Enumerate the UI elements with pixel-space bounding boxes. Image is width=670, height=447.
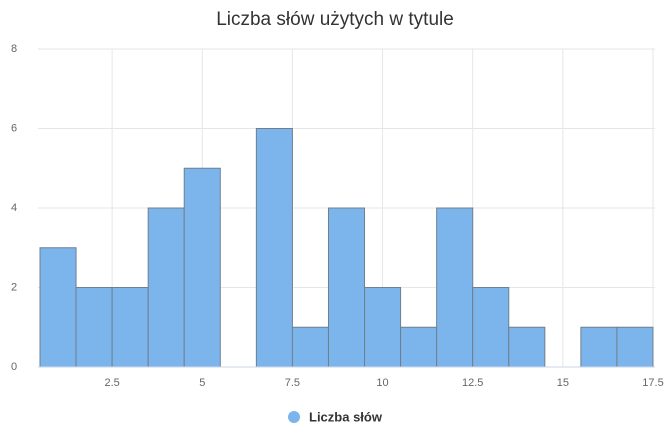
y-tick-label: 0 [11,361,17,373]
legend-label[interactable]: Liczba słów [309,409,383,424]
x-tick-label: 17.5 [642,377,663,389]
bar [75,287,113,368]
bar [255,128,293,368]
bar [291,326,329,368]
x-tick-label: 12.5 [462,377,483,389]
x-tick-label: 10 [376,377,388,389]
bar [436,207,474,368]
bar [327,207,366,368]
legend-marker[interactable] [288,411,300,423]
y-tick-label: 6 [11,122,17,134]
x-tick-label: 5 [199,377,205,389]
bar [183,167,221,368]
bar [616,326,654,368]
x-tick-label: 2.5 [104,377,119,389]
bar [111,287,149,368]
chart-title: Liczba słów użytych w tytule [216,9,454,30]
y-tick-label: 2 [11,281,17,293]
y-tick-label: 4 [11,202,17,214]
bar [472,287,510,368]
x-tick-label: 15 [557,377,569,389]
bar [508,326,546,368]
bar [400,326,438,368]
bar [580,326,618,368]
bar [364,287,402,368]
y-tick-label: 8 [11,43,17,55]
bar [39,247,77,368]
bar [147,207,185,368]
x-tick-label: 7.5 [285,377,300,389]
